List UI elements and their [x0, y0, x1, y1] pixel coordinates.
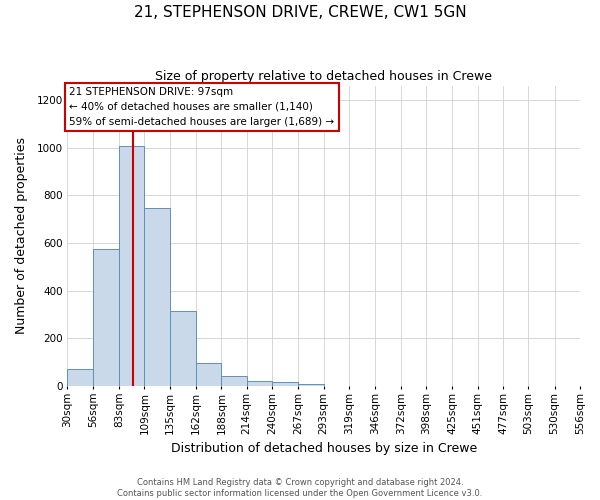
Bar — [298, 384, 324, 386]
Bar — [170, 311, 196, 386]
Bar — [67, 370, 93, 386]
Bar — [247, 381, 272, 386]
Text: 21 STEPHENSON DRIVE: 97sqm
← 40% of detached houses are smaller (1,140)
59% of s: 21 STEPHENSON DRIVE: 97sqm ← 40% of deta… — [70, 87, 335, 126]
Text: Contains HM Land Registry data © Crown copyright and database right 2024.
Contai: Contains HM Land Registry data © Crown c… — [118, 478, 482, 498]
Y-axis label: Number of detached properties: Number of detached properties — [15, 138, 28, 334]
Bar — [119, 146, 145, 386]
Text: 21, STEPHENSON DRIVE, CREWE, CW1 5GN: 21, STEPHENSON DRIVE, CREWE, CW1 5GN — [134, 5, 466, 20]
X-axis label: Distribution of detached houses by size in Crewe: Distribution of detached houses by size … — [170, 442, 477, 455]
Bar — [93, 249, 119, 386]
Bar — [196, 364, 221, 386]
Bar — [145, 208, 170, 386]
Title: Size of property relative to detached houses in Crewe: Size of property relative to detached ho… — [155, 70, 492, 83]
Bar — [221, 376, 247, 386]
Bar — [272, 382, 298, 386]
